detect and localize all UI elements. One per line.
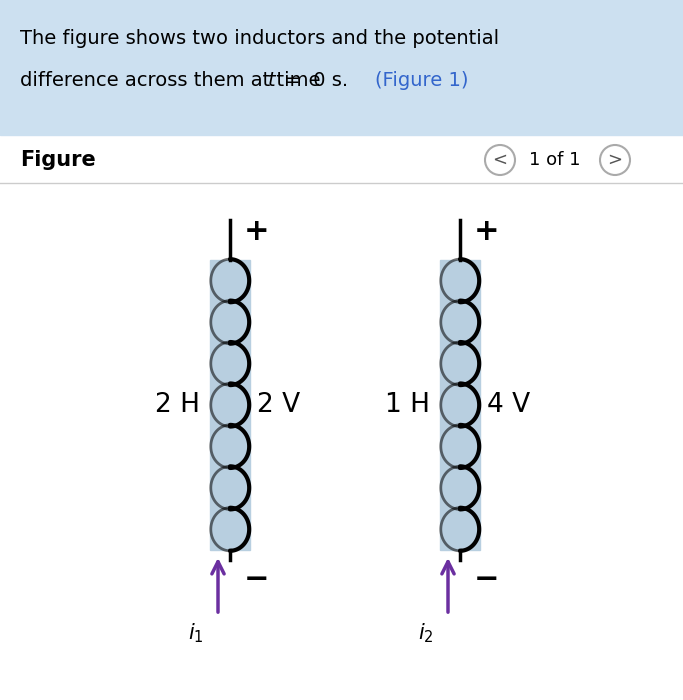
- Text: difference across them at time: difference across them at time: [20, 71, 326, 90]
- Text: +: +: [244, 218, 270, 246]
- Bar: [0, 0, 683, 135]
- Text: 4 V: 4 V: [487, 392, 530, 418]
- Circle shape: [600, 145, 630, 175]
- Text: Figure: Figure: [20, 150, 96, 170]
- Text: −: −: [244, 566, 270, 594]
- Text: The figure shows two inductors and the potential: The figure shows two inductors and the p…: [20, 29, 499, 48]
- Bar: [210, 260, 250, 550]
- Text: 2 H: 2 H: [155, 392, 200, 418]
- Text: =  0 s.: = 0 s.: [278, 71, 354, 90]
- Bar: [440, 260, 480, 550]
- Text: (Figure 1): (Figure 1): [375, 71, 469, 90]
- Text: 1 H: 1 H: [385, 392, 430, 418]
- Text: <: <: [492, 151, 507, 169]
- Text: +: +: [474, 218, 500, 246]
- Text: t: t: [268, 71, 276, 90]
- Text: $i_1$: $i_1$: [188, 621, 204, 645]
- Text: 2 V: 2 V: [257, 392, 300, 418]
- Circle shape: [485, 145, 515, 175]
- Text: >: >: [607, 151, 622, 169]
- Text: −: −: [474, 566, 499, 594]
- Text: $i_2$: $i_2$: [418, 621, 434, 645]
- Text: 1 of 1: 1 of 1: [529, 151, 581, 169]
